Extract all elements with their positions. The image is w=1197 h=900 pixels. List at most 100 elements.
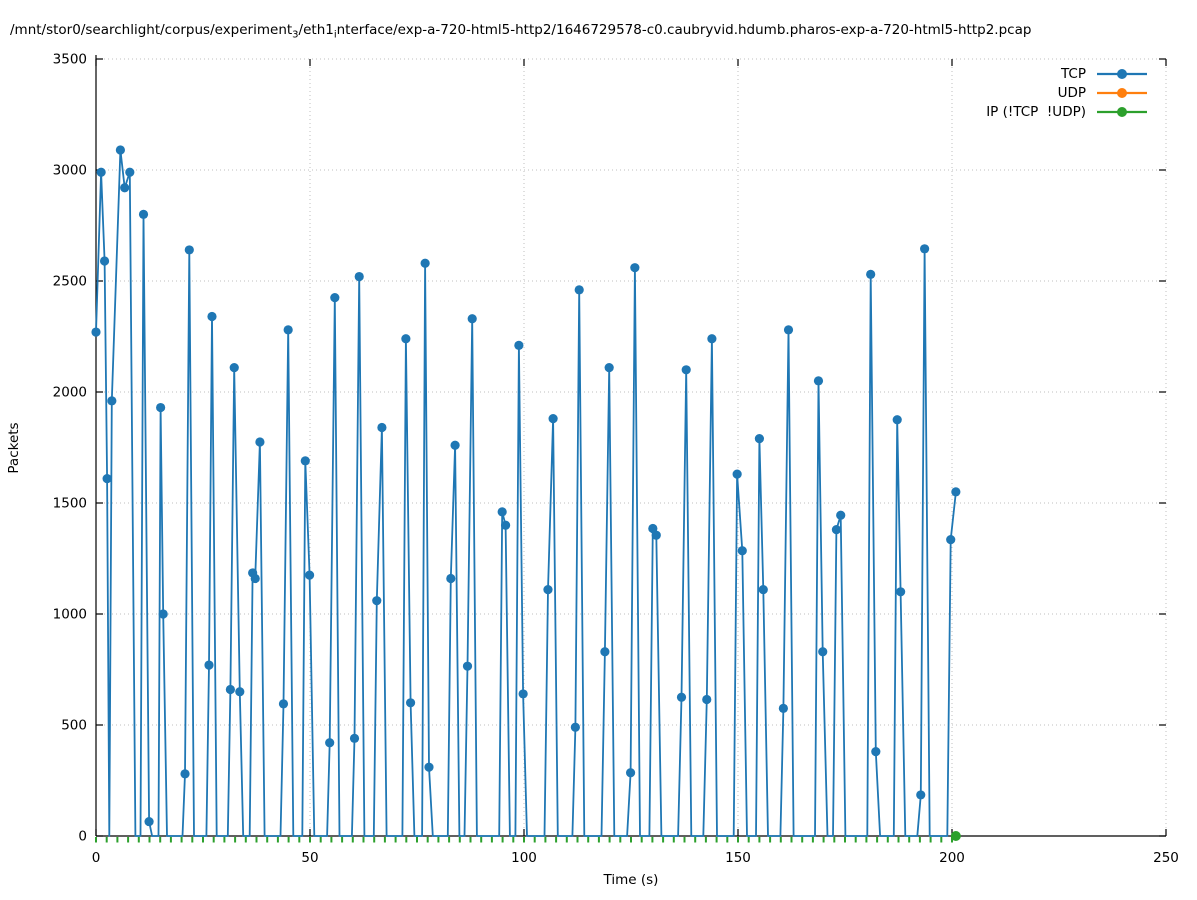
tcp-marker (831, 525, 842, 535)
tcp-marker (625, 768, 636, 778)
y-tick-label: 2500 (53, 274, 87, 290)
tcp-marker (543, 584, 553, 595)
tcp-marker (604, 362, 614, 373)
title-subscript-i: i (333, 29, 337, 41)
chart-title: /mnt/stor0/searchlight/corpus/experiment… (10, 22, 1197, 41)
title-part-1: /mnt/stor0/searchlight/corpus/experiment (10, 22, 293, 38)
tcp-marker (737, 546, 747, 556)
tcp-marker (250, 573, 260, 584)
tcp-marker (207, 311, 217, 322)
tcp-marker (758, 584, 768, 595)
tcp-marker (144, 816, 154, 827)
tcp-marker (401, 334, 411, 344)
ip-last-point-dot (950, 831, 961, 841)
legend-sample-dot (1117, 87, 1127, 98)
legend-item-ip: IP (!TCP !UDP) (986, 102, 1148, 121)
tcp-marker (278, 699, 289, 709)
y-tick-label: 1000 (53, 607, 87, 623)
tcp-marker (570, 722, 580, 732)
tcp-marker (467, 314, 477, 324)
tcp-marker (600, 647, 610, 657)
tcp-marker (651, 530, 661, 540)
tcp-marker (866, 269, 876, 279)
tcp-marker (99, 256, 110, 266)
tcp-marker (156, 402, 166, 413)
tcp-marker (871, 747, 881, 757)
legend-label-tcp: TCP (1060, 65, 1086, 82)
title-part-3: nterface/exp-a-720-html5-http2/164672957… (336, 22, 1032, 38)
tcp-marker (107, 396, 117, 406)
tcp-marker (497, 507, 507, 517)
x-tick-label: 150 (725, 850, 751, 866)
tcp-marker (450, 440, 460, 450)
x-tick-label: 100 (511, 850, 537, 866)
tcp-marker (120, 183, 130, 193)
tcp-marker (330, 293, 340, 303)
tcp-marker (892, 415, 902, 425)
tcp-marker (184, 245, 194, 255)
legend-sample-dot (1117, 68, 1127, 79)
tcp-marker (836, 510, 846, 520)
tcp-marker (235, 687, 245, 697)
tcp-marker (574, 285, 584, 295)
tcp-marker (158, 609, 168, 619)
x-axis-label: Time (s) (603, 872, 659, 888)
tcp-marker (405, 698, 416, 708)
tcp-marker (115, 145, 125, 155)
title-subscript-3: 3 (292, 29, 299, 41)
tcp-marker (514, 340, 524, 350)
tcp-marker (681, 365, 691, 375)
tcp-marker (204, 660, 214, 670)
tcp-marker (630, 263, 640, 273)
legend-line-sample-tcp (1097, 68, 1147, 79)
tcp-marker (946, 535, 956, 545)
x-tick-label: 50 (301, 850, 318, 866)
tcp-marker (500, 520, 511, 530)
tcp-marker (920, 244, 930, 254)
tcp-marker (916, 790, 926, 800)
legend-label-ip: IP (!TCP !UDP) (986, 103, 1086, 120)
legend-sample-dot (1117, 106, 1127, 117)
tcp-line (95, 149, 957, 837)
tcp-marker (896, 587, 906, 597)
y-tick-label: 1500 (53, 496, 87, 512)
tcp-marker (951, 487, 961, 497)
y-tick-label: 500 (61, 718, 87, 734)
legend-line-sample-ip (1097, 106, 1147, 117)
tcp-marker (377, 422, 387, 433)
tcp-marker (813, 376, 824, 386)
tcp-marker (283, 325, 293, 335)
tcp-marker (300, 456, 310, 466)
tcp-marker (818, 647, 828, 657)
tcp-marker (420, 258, 430, 268)
y-axis-label: Packets (6, 422, 22, 474)
legend: TCP UDP IP (!TCP !UDP) (986, 64, 1148, 121)
tcp-marker (91, 327, 101, 337)
tcp-marker (325, 738, 335, 748)
tcp-marker (304, 570, 315, 580)
tcp-marker (349, 733, 360, 743)
legend-item-tcp: TCP (986, 64, 1148, 83)
legend-item-udp: UDP (986, 83, 1148, 102)
y-tick-label: 3500 (53, 52, 87, 68)
tcp-marker (354, 271, 364, 282)
tcp-marker (518, 689, 528, 699)
tcp-marker (372, 596, 382, 606)
tcp-marker (462, 661, 473, 671)
tcp-marker (446, 573, 456, 584)
x-tick-label: 200 (939, 850, 965, 866)
y-tick-label: 3000 (53, 163, 87, 179)
tcp-marker (424, 762, 434, 772)
tcp-marker (229, 362, 239, 373)
tcp-marker (754, 434, 765, 444)
y-tick-label: 0 (78, 829, 87, 845)
tcp-marker (707, 334, 717, 344)
tcp-marker (125, 167, 135, 177)
tcp-marker (138, 209, 149, 219)
title-part-2: /eth1 (298, 22, 334, 38)
tcp-marker (732, 469, 742, 479)
tcp-marker (225, 684, 235, 695)
tcp-marker (702, 694, 712, 705)
